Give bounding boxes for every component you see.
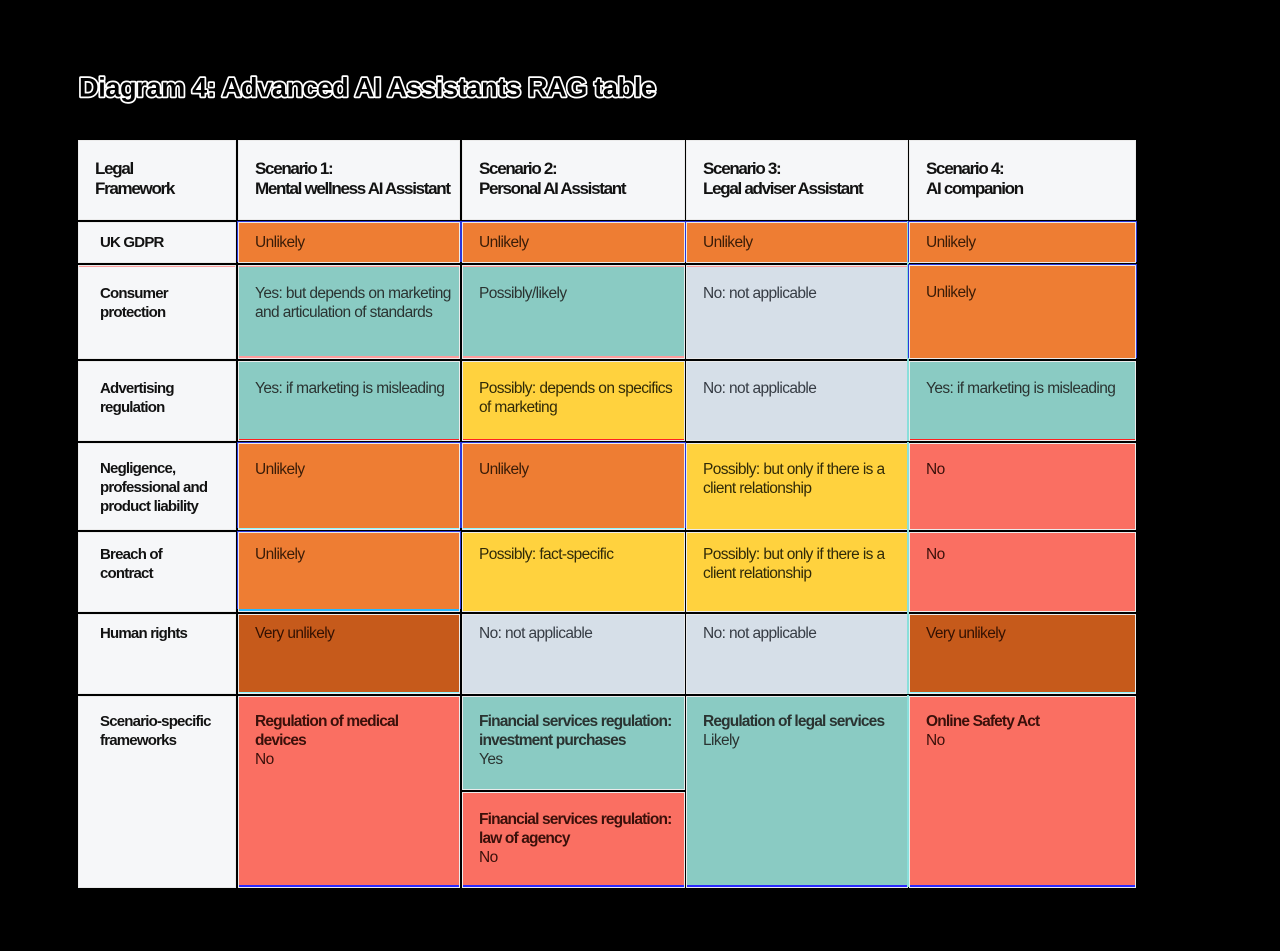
svg-text:Diagram 4: Advanced AI Assista: Diagram 4: Advanced AI Assistants RAG ta… <box>79 73 656 103</box>
